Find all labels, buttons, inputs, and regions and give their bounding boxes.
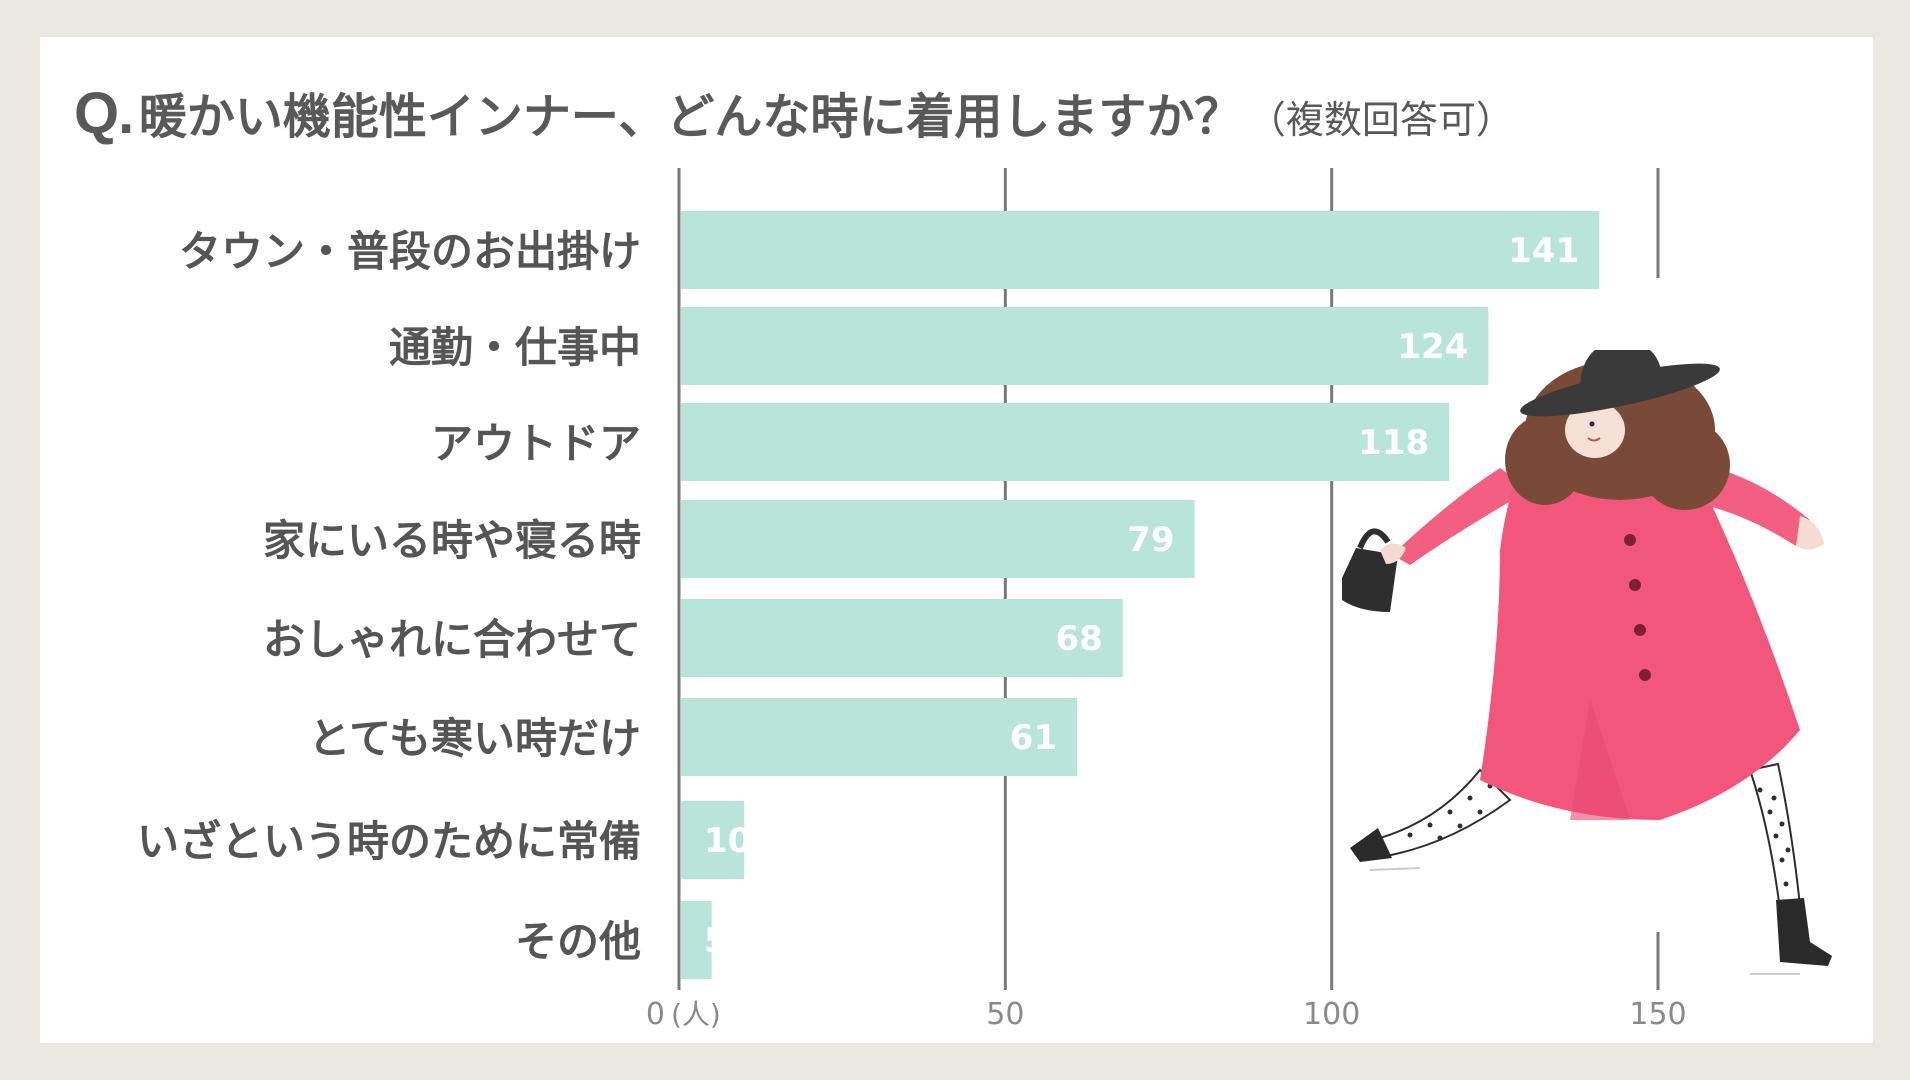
category-label-5: とても寒い時だけ [308,714,641,763]
value-label-6: 10 [704,821,751,861]
category-label-6: いざという時のために常備 [137,817,641,866]
category-label-0: タウン・普段のお出掛け [179,227,641,276]
value-label-4: 68 [1055,619,1102,659]
bar-0 [681,211,1600,289]
hat-icon [1520,350,1720,417]
category-label-2: アウトドア [431,419,641,468]
title-main: 暖かい機能性インナー、どんな時に着用しますか？ [138,89,1243,145]
tick-label-100: 100 [1303,997,1360,1032]
walking-woman-illustration [1342,350,1832,975]
value-label-2: 118 [1358,423,1429,463]
value-label-1: 124 [1397,327,1468,367]
value-label-7: 5 [704,921,728,961]
category-label-3: 家にいる時や寝る時 [263,516,641,565]
value-label-3: 79 [1127,520,1174,560]
chart-title: Q. 暖かい機能性インナー、どんな時に着用しますか？ （複数回答可） [74,77,1514,147]
value-label-0: 141 [1508,231,1579,271]
bar-2 [681,403,1450,481]
x-unit-label: (人) [671,998,721,1031]
bar-5 [681,698,1078,776]
title-sub: （複数回答可） [1247,98,1514,142]
tick-label-150: 150 [1629,997,1686,1032]
title-prefix: Q. [74,81,134,146]
bar-1 [681,307,1489,385]
bar-7 [681,901,712,979]
category-label-4: おしゃれに合わせて [263,615,641,664]
tick-label-0: 0 [646,997,665,1032]
bar-6 [681,801,745,879]
bar-3 [681,500,1195,578]
value-label-5: 61 [1010,718,1057,758]
tick-label-50: 50 [986,997,1024,1032]
category-label-1: 通勤・仕事中 [389,323,641,372]
handbag-icon [1342,528,1398,612]
category-label-7: その他 [515,917,641,966]
bar-4 [681,599,1123,677]
